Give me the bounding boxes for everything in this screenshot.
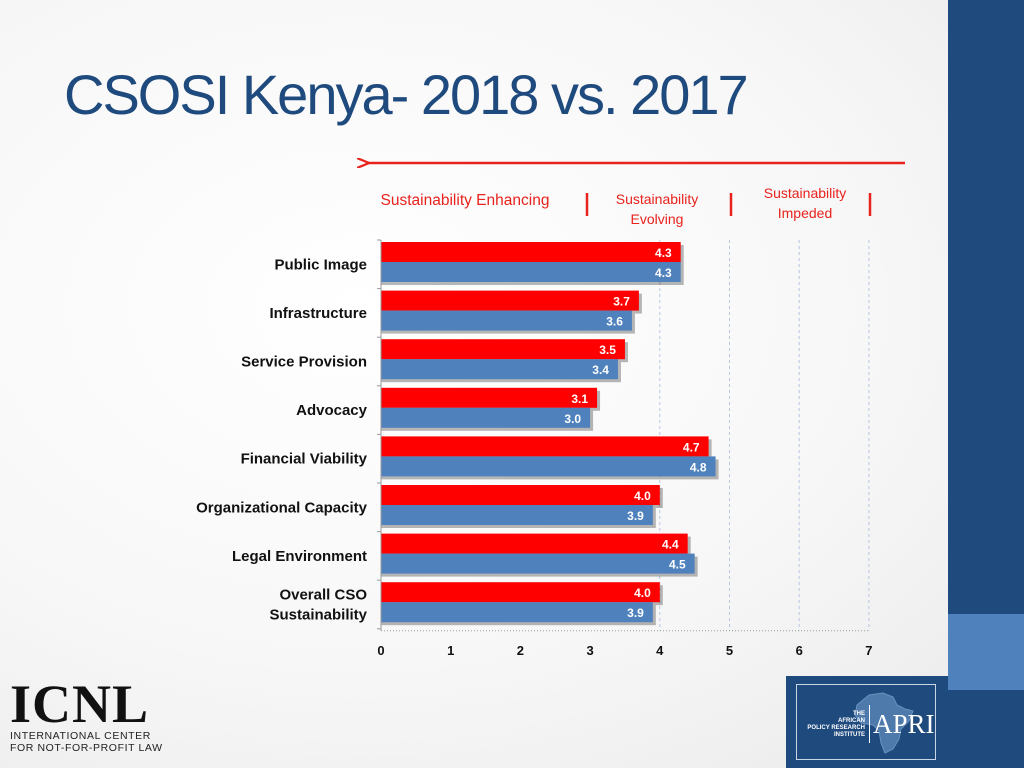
bar-2018 <box>381 436 709 457</box>
x-tick-label: 5 <box>726 643 733 658</box>
data-label-2017: 3.9 <box>627 606 644 620</box>
category-label: Organizational Capacity <box>196 499 368 516</box>
bar-2018 <box>381 242 681 262</box>
icnl-logo: ICNL INTERNATIONAL CENTER FOR NOT-FOR-PR… <box>10 674 170 758</box>
data-label-2018: 3.1 <box>571 392 588 406</box>
chart-axes: Public Image Infrastructure Service Provis… <box>196 239 873 658</box>
bar-2017 <box>381 456 716 477</box>
scale-label-impeded-line-1: Sustainability <box>764 185 847 201</box>
apri-logo-tagline: THE AFRICAN POLICY RESEARCH INSTITUTE <box>807 711 865 738</box>
scale-label-evolving-line-1: Sustainability <box>616 191 699 207</box>
bar-2017 <box>381 407 591 428</box>
apri-logo: THE AFRICAN POLICY RESEARCH INSTITUTE AP… <box>786 676 948 768</box>
icnl-logo-line-2: FOR NOT-FOR-PROFIT LAW <box>10 742 163 754</box>
data-label-2018: 4.3 <box>655 246 672 260</box>
bar-2018 <box>381 533 688 554</box>
page-title: CSOSI Kenya- 2018 vs. 2017 <box>64 63 749 126</box>
category-label: Sustainability <box>269 607 367 624</box>
data-label-2017: 4.3 <box>655 266 672 280</box>
slide-side-accent <box>948 614 1024 690</box>
bar-2017 <box>381 310 632 331</box>
category-label: Financial Viability <box>241 451 368 468</box>
scale-label-enhancing: Sustainability Enhancing <box>381 192 550 209</box>
data-label-2017: 3.4 <box>592 363 609 377</box>
x-tick-label: 3 <box>586 643 593 658</box>
bar-2017 <box>381 359 618 380</box>
icnl-logo-line-1: INTERNATIONAL CENTER <box>10 730 151 742</box>
category-label: Advocacy <box>296 402 368 419</box>
scale-label-evolving-line-2: Evolving <box>631 211 684 227</box>
bar-2017 <box>381 602 653 623</box>
category-label: Overall CSO <box>279 587 367 604</box>
bar-2017 <box>381 553 695 574</box>
bar-2018 <box>381 582 660 603</box>
scale-label-impeded-line-2: Impeded <box>778 205 832 221</box>
data-label-2018: 3.7 <box>613 295 630 309</box>
apri-logo-divider <box>869 705 870 743</box>
x-tick-label: 6 <box>796 643 803 658</box>
category-label: Infrastructure <box>269 305 367 322</box>
x-tick-label: 0 <box>377 643 384 658</box>
category-label: Public Image <box>274 256 367 273</box>
data-label-2018: 4.0 <box>634 586 651 600</box>
bar-2018 <box>381 339 625 360</box>
x-tick-label: 2 <box>517 643 524 658</box>
apri-logo-frame: THE AFRICAN POLICY RESEARCH INSTITUTE AP… <box>796 684 936 760</box>
data-label-2018: 4.7 <box>683 440 700 454</box>
data-label-2017: 4.5 <box>669 558 686 572</box>
data-label-2017: 3.9 <box>627 509 644 523</box>
category-label: Service Provision <box>241 354 367 371</box>
x-tick-label: 4 <box>656 643 664 658</box>
bar-2018 <box>381 485 660 505</box>
data-label-2018: 3.5 <box>599 343 616 357</box>
bar-2018 <box>381 387 598 408</box>
bar-2017 <box>381 505 653 525</box>
bar-2018 <box>381 290 639 311</box>
icnl-logo-wordmark: ICNL <box>10 674 150 734</box>
x-tick-label: 7 <box>865 643 872 658</box>
category-label: Legal Environment <box>232 548 367 565</box>
data-label-2017: 3.6 <box>606 315 623 329</box>
data-label-2018: 4.0 <box>634 489 651 503</box>
bar-2017 <box>381 262 681 282</box>
data-label-2018: 4.4 <box>662 538 679 552</box>
data-label-2017: 3.0 <box>564 412 581 426</box>
apri-logo-wordmark: APRI <box>873 709 935 739</box>
x-tick-label: 1 <box>447 643 454 658</box>
chart-bars: 4.3 4.3 3.7 3.6 3.5 3.4 3.1 3.0 4.7 4.8 4.0 3.9 4.4 4… <box>381 242 719 626</box>
data-label-2017: 4.8 <box>690 460 707 474</box>
bar-chart: Sustainability Enhancing Sustainability … <box>196 0 905 658</box>
